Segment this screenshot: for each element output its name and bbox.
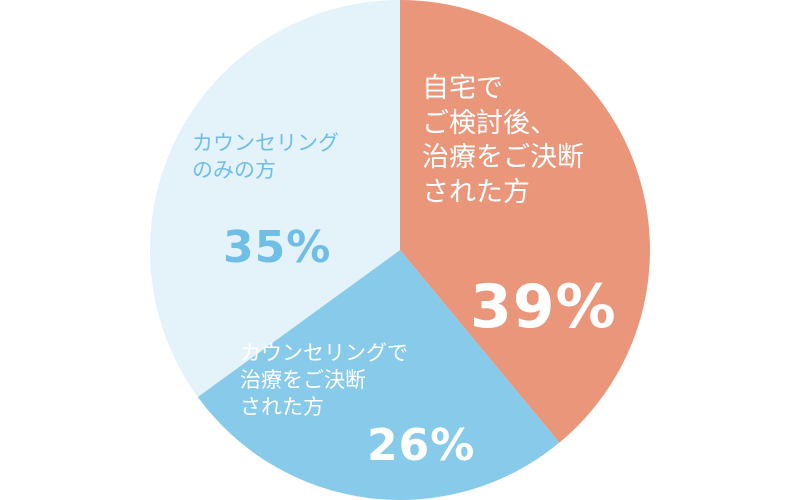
slice-value-home-consideration: 39% (470, 272, 617, 342)
slice-value-counseling-only: 35% (223, 222, 332, 273)
slice-decided-at-counseling (197, 250, 560, 500)
slice-counseling-only (150, 0, 400, 397)
slice-home-consideration (400, 0, 650, 443)
slice-value-decided-at-counseling: 26% (367, 420, 476, 471)
slice-label-home-consideration: 自宅で ご検討後、 治療をご決断 された方 (422, 73, 584, 208)
slice-label-counseling-only: カウンセリング のみの方 (192, 131, 339, 182)
slice-label-decided-at-counseling: カウンセリングで 治療をご決断 された方 (240, 341, 408, 419)
